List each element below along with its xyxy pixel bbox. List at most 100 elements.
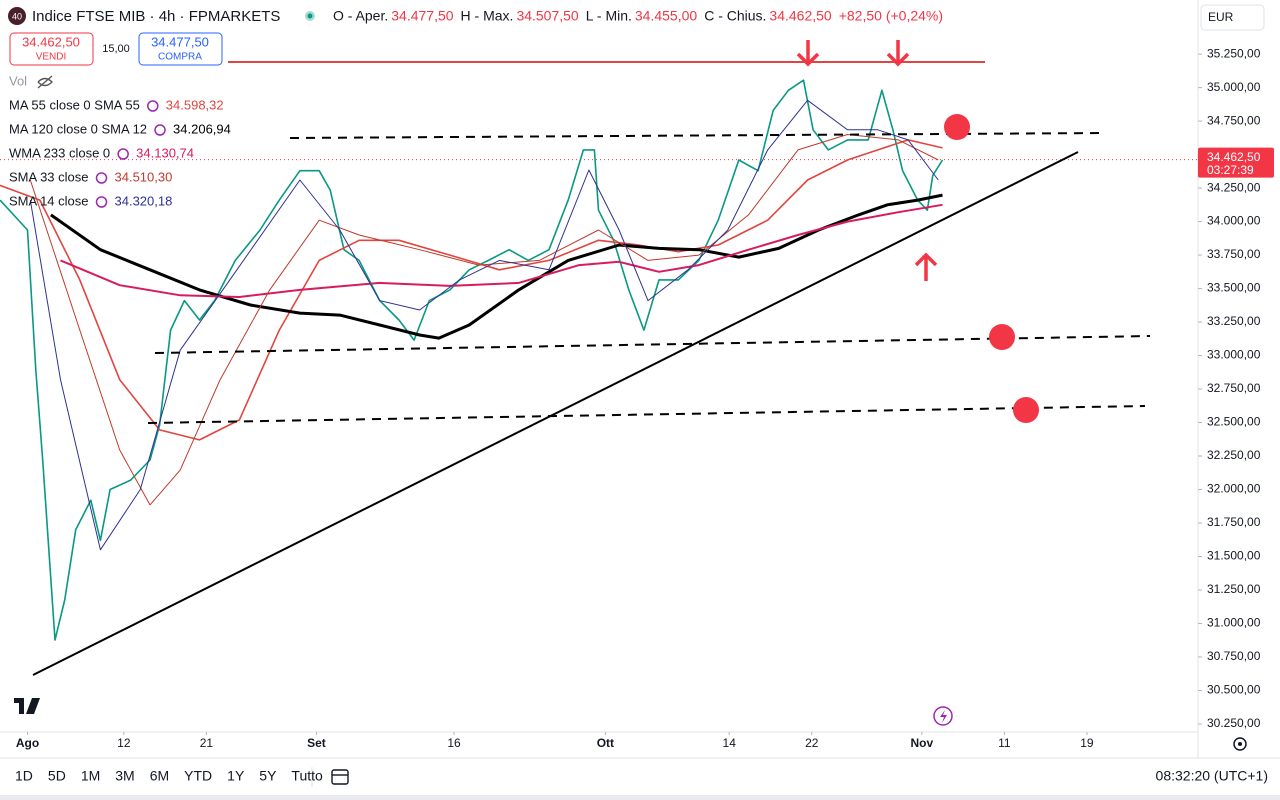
trend-line	[32, 151, 1079, 676]
badge-text: 40	[12, 11, 22, 21]
x-tick-label: 12	[117, 736, 131, 750]
calendar-icon[interactable]	[331, 769, 349, 785]
marker-dot	[1013, 397, 1039, 423]
ohlc-value: 34.477,50	[391, 8, 453, 24]
legend-value: 34.320,18	[115, 193, 173, 208]
buy-label[interactable]: COMPRA	[158, 52, 202, 63]
x-tick-label: Set	[307, 736, 326, 750]
ohlc-value: 34.462,50	[769, 8, 831, 24]
legend-value: 34.510,30	[115, 169, 173, 184]
legend-value: 34.130,74	[136, 145, 194, 160]
event-icon[interactable]	[940, 710, 947, 723]
range-button[interactable]: 6M	[150, 768, 169, 784]
status-dot	[307, 13, 313, 19]
range-button[interactable]: 1D	[15, 768, 33, 784]
y-tick-label: 33.750,00	[1207, 247, 1261, 261]
legend-name[interactable]: SMA 14 close	[9, 193, 89, 208]
y-tick-label: 31.000,00	[1207, 616, 1261, 630]
event-icon[interactable]	[933, 706, 953, 726]
legend-icon[interactable]	[95, 196, 108, 208]
legend-name[interactable]: MA 55 close 0 SMA 55	[9, 97, 140, 112]
sell-label[interactable]: VENDI	[36, 52, 67, 63]
settings-icon[interactable]	[1238, 742, 1242, 746]
symbol-title: Indice FTSE MIB · 4h · FPMARKETS	[32, 8, 280, 25]
y-tick-label: 32.250,00	[1207, 448, 1261, 462]
y-tick-label: 35.000,00	[1207, 80, 1261, 94]
x-tick-label: 21	[200, 736, 214, 750]
series-line	[0, 139, 943, 441]
legend-icon[interactable]	[95, 172, 108, 184]
ohlc-value: 34.507,50	[516, 8, 578, 24]
series-line	[29, 99, 939, 551]
badge	[8, 7, 26, 25]
y-tick-label: 35.250,00	[1207, 46, 1261, 60]
x-tick-label: 16	[447, 736, 461, 750]
bottom-strip	[0, 795, 1280, 800]
series-line	[29, 134, 939, 506]
drawings	[32, 40, 1151, 676]
ohlc-value: 34.455,00	[635, 8, 697, 24]
y-tick-label: 32.500,00	[1207, 415, 1261, 429]
legend-name[interactable]: MA 120 close 0 SMA 12	[9, 121, 147, 136]
sell-button[interactable]	[9, 32, 94, 66]
ui: 40 Indice FTSE MIB · 4h · FPMARKETS EUR …	[8, 4, 1268, 787]
logo	[14, 698, 40, 714]
y-tick-label: 34.750,00	[1207, 113, 1261, 127]
hide-icon[interactable]	[37, 75, 53, 89]
price-label: 34.462,50	[1207, 150, 1261, 164]
range-button[interactable]: 1M	[81, 768, 100, 784]
arrow-down	[796, 40, 820, 67]
x-tick-label: 22	[805, 736, 819, 750]
y-tick-label: 31.250,00	[1207, 582, 1261, 596]
x-tick-label: 11	[998, 736, 1011, 750]
currency-box[interactable]	[1200, 4, 1265, 31]
dashed-line	[289, 132, 1106, 139]
buy-price[interactable]: 34.477,50	[151, 34, 209, 49]
settings-icon[interactable]	[1233, 737, 1247, 751]
range-button[interactable]: 1Y	[227, 768, 245, 784]
price-label-box	[1198, 147, 1274, 178]
legend-name[interactable]: WMA 233 close 0	[9, 145, 110, 160]
x-tick-label: Ott	[597, 736, 614, 750]
legend-icon[interactable]	[117, 148, 129, 160]
volume-label: Vol	[9, 73, 27, 88]
countdown: 03:27:39	[1207, 163, 1254, 177]
range-button[interactable]: 3M	[115, 768, 134, 784]
buy-button[interactable]	[138, 32, 223, 66]
series-line	[60, 203, 943, 298]
y-tick-label: 31.750,00	[1207, 515, 1261, 529]
range-button[interactable]: Tutto	[291, 768, 323, 784]
y-tick-label: 32.750,00	[1207, 381, 1261, 395]
range-button[interactable]: YTD	[184, 768, 212, 784]
x-tick-label: 19	[1080, 736, 1094, 750]
range-button[interactable]: 5Y	[259, 768, 277, 784]
legend-icon[interactable]	[154, 124, 166, 136]
arrow-down	[886, 40, 910, 67]
range-button[interactable]: 5D	[48, 768, 66, 784]
ohlc-label: L - Min.	[586, 8, 632, 24]
y-tick-label: 30.750,00	[1207, 649, 1261, 663]
marker-dot	[944, 114, 970, 140]
sell-price[interactable]: 34.462,50	[22, 34, 80, 49]
legend-icon[interactable]	[147, 100, 159, 112]
y-tick-label: 33.000,00	[1207, 348, 1261, 362]
ohlc-label: H - Max.	[461, 8, 514, 24]
x-tick-label: 14	[723, 736, 737, 750]
x-tick-label: Nov	[910, 736, 933, 750]
change: +82,50 (+0,24%)	[839, 8, 943, 24]
arrow-up	[914, 252, 938, 281]
y-tick-label: 30.500,00	[1207, 683, 1261, 697]
plot-area	[0, 79, 1198, 641]
spread: 15,00	[102, 43, 130, 55]
ohlc-label: O - Aper.	[333, 8, 388, 24]
legend-value: 34.598,32	[166, 97, 224, 112]
marker-dot	[989, 324, 1015, 350]
legend-value: 34.206,94	[173, 121, 231, 136]
legend-name[interactable]: SMA 33 close	[9, 169, 89, 184]
clock: 08:32:20 (UTC+1)	[1156, 768, 1268, 784]
dashed-line	[154, 335, 1151, 354]
x-tick-label: Ago	[16, 736, 39, 750]
currency[interactable]: EUR	[1208, 10, 1234, 24]
